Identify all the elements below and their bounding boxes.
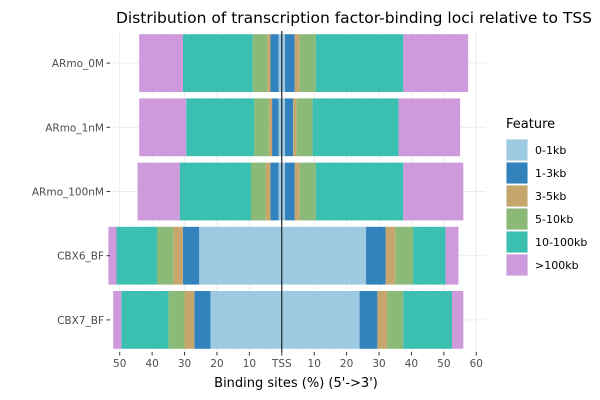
bar-armo-0m-upstream-10-100kb — [182, 34, 253, 92]
bar-armo-100nm-downstream-1-3kb — [285, 162, 295, 221]
bar-cbx6-bf-downstream-10-100kb — [413, 226, 446, 285]
x-tick-label: 60 — [470, 358, 483, 370]
x-tick-label: 10 — [243, 358, 256, 370]
bar-armo-100nm-upstream-5-10kb — [251, 162, 266, 221]
bar-armo-0m-downstream-0-1kb — [281, 34, 286, 92]
bars-layer — [108, 31, 469, 352]
bar-armo-0m-downstream-1-3kb — [285, 34, 295, 92]
legend-label: >100kb — [535, 259, 579, 272]
bar-cbx6-bf-upstream-100kb — [108, 226, 117, 285]
legend-label: 1-3kb — [535, 167, 566, 180]
x-axis: 50 40 30 20 10 TSS 10 20 30 40 50 60 — [113, 352, 483, 370]
bar-armo-1nm-upstream-0-1kb — [278, 98, 282, 157]
bar-cbx6-bf-downstream-0-1kb — [281, 226, 367, 285]
bar-armo-0m-upstream-5-10kb — [252, 34, 268, 92]
bar-cbx6-bf-upstream-10-100kb — [116, 226, 157, 285]
x-tick-label: TSS — [271, 358, 292, 370]
y-tick-label: ARmo_1nM — [45, 122, 104, 134]
bar-armo-1nm-upstream-1-3kb — [272, 98, 279, 157]
bar-armo-1nm-upstream-100kb — [139, 98, 187, 157]
bar-armo-0m-upstream-100kb — [139, 34, 183, 92]
bar-cbx7-bf-downstream-0-1kb — [281, 291, 360, 349]
bar-armo-0m-downstream-10-100kb — [315, 34, 404, 92]
legend-label: 10-100kb — [535, 236, 587, 249]
bar-cbx6-bf-upstream-3-5kb — [173, 226, 183, 285]
x-tick-label: 20 — [210, 358, 223, 370]
y-axis: ARmo_0M ARmo_1nM ARmo_100nM CBX6_BF CBX7_BF — [32, 58, 110, 327]
bar-cbx7-bf-upstream-3-5kb — [184, 291, 195, 349]
bar-armo-0m-upstream-0-1kb — [278, 34, 282, 92]
legend-label: 0-1kb — [535, 144, 566, 157]
bar-armo-100nm-upstream-100kb — [137, 162, 180, 221]
bar-cbx7-bf-upstream-0-1kb — [210, 291, 282, 349]
x-axis-title: Binding sites (%) (5'->3') — [214, 376, 378, 391]
bar-cbx7-bf-downstream-10-100kb — [403, 291, 452, 349]
bar-cbx6-bf-upstream-1-3kb — [182, 226, 200, 285]
bar-armo-100nm-downstream-3-5kb — [294, 162, 300, 221]
bar-armo-0m-downstream-100kb — [403, 34, 469, 92]
bar-cbx7-bf-downstream-100kb — [451, 291, 464, 349]
bar-armo-1nm-downstream-10-100kb — [312, 98, 399, 157]
legend-label: 3-5kb — [535, 190, 566, 203]
y-tick-label: ARmo_0M — [52, 58, 104, 70]
x-tick-label: 50 — [437, 358, 450, 370]
x-tick-label: 30 — [372, 358, 385, 370]
y-tick-label: CBX7_BF — [57, 315, 104, 327]
y-tick-label: ARmo_100nM — [32, 187, 104, 199]
bar-armo-100nm-downstream-0-1kb — [281, 162, 286, 221]
legend-label: 5-10kb — [535, 213, 573, 226]
bar-armo-1nm-downstream-1-3kb — [285, 98, 294, 157]
bar-armo-0m-upstream-1-3kb — [270, 34, 279, 92]
x-tick-label: 50 — [113, 358, 126, 370]
bar-armo-1nm-downstream-5-10kb — [296, 98, 313, 157]
bar-cbx7-bf-upstream-10-100kb — [121, 291, 169, 349]
x-tick-label: 40 — [145, 358, 158, 370]
bar-armo-0m-upstream-3-5kb — [267, 34, 271, 92]
bar-armo-100nm-downstream-100kb — [403, 162, 464, 221]
bar-cbx6-bf-downstream-3-5kb — [385, 226, 396, 285]
legend-swatch-3-5kb — [506, 185, 528, 207]
bar-armo-1nm-upstream-3-5kb — [268, 98, 273, 157]
x-tick-label: 20 — [340, 358, 353, 370]
legend-swatch-0-1kb — [506, 139, 528, 161]
bar-armo-100nm-upstream-10-100kb — [179, 162, 251, 221]
bar-armo-0m-downstream-3-5kb — [294, 34, 300, 92]
bar-armo-100nm-downstream-5-10kb — [299, 162, 316, 221]
bar-cbx7-bf-upstream-1-3kb — [194, 291, 211, 349]
bar-armo-100nm-upstream-1-3kb — [270, 162, 279, 221]
x-tick-label: 40 — [405, 358, 418, 370]
legend-swatch-1-3kb — [506, 162, 528, 184]
bar-armo-0m-downstream-5-10kb — [299, 34, 316, 92]
bar-armo-100nm-upstream-0-1kb — [278, 162, 282, 221]
bar-cbx6-bf-downstream-100kb — [445, 226, 459, 285]
bar-cbx7-bf-downstream-3-5kb — [377, 291, 388, 349]
bar-cbx6-bf-downstream-1-3kb — [366, 226, 386, 285]
bar-cbx7-bf-downstream-1-3kb — [359, 291, 378, 349]
legend-title: Feature — [506, 117, 555, 132]
x-tick-label: 10 — [308, 358, 321, 370]
bar-cbx6-bf-downstream-5-10kb — [395, 226, 414, 285]
bar-cbx7-bf-downstream-5-10kb — [387, 291, 404, 349]
bar-armo-100nm-upstream-3-5kb — [265, 162, 271, 221]
bar-armo-100nm-downstream-10-100kb — [315, 162, 404, 221]
legend-swatch-5-10kb — [506, 208, 528, 230]
bar-cbx7-bf-upstream-100kb — [113, 291, 122, 349]
bar-armo-1nm-upstream-5-10kb — [254, 98, 269, 157]
legend-swatch-10-100kb — [506, 231, 528, 253]
y-tick-label: CBX6_BF — [57, 251, 104, 263]
legend-swatch-100kb — [506, 254, 528, 276]
chart-title: Distribution of transcription factor-bin… — [116, 9, 592, 27]
bar-cbx6-bf-upstream-0-1kb — [199, 226, 282, 285]
bar-cbx6-bf-upstream-5-10kb — [157, 226, 174, 285]
bar-armo-1nm-upstream-10-100kb — [186, 98, 255, 157]
x-tick-label: 30 — [178, 358, 191, 370]
bar-armo-1nm-downstream-100kb — [398, 98, 461, 157]
bar-armo-1nm-downstream-3-5kb — [293, 98, 297, 157]
bar-armo-1nm-downstream-0-1kb — [281, 98, 286, 157]
legend: Feature 0-1kb 1-3kb 3-5kb 5-10kb 10-100kb >10… — [506, 117, 587, 276]
bar-cbx7-bf-upstream-5-10kb — [168, 291, 185, 349]
